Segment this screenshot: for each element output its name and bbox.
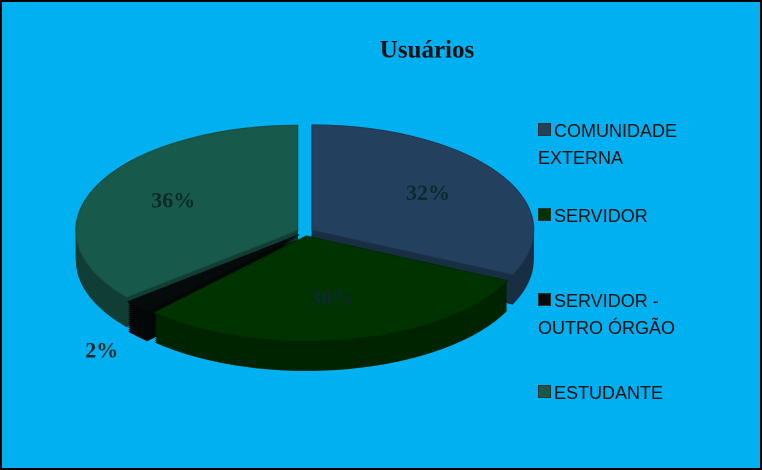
legend-label: COMUNIDADE EXTERNA xyxy=(538,121,678,168)
slice xyxy=(126,234,300,312)
chart-title: Usuários xyxy=(380,37,475,64)
legend-swatch xyxy=(538,385,551,398)
legend-swatch xyxy=(538,293,551,306)
legend-swatch xyxy=(538,123,551,136)
data-label: 36% xyxy=(151,188,195,213)
slice xyxy=(311,124,535,276)
data-label: 32% xyxy=(406,180,450,205)
legend-item: ESTUDANTE xyxy=(538,380,708,407)
data-label: 2% xyxy=(85,337,118,362)
slice xyxy=(153,235,509,342)
legend-swatch xyxy=(538,208,551,221)
slice xyxy=(75,124,299,298)
legend-label: SERVIDOR xyxy=(554,206,648,226)
legend-item: SERVIDOR - OUTRO ÓRGÃO xyxy=(538,288,708,342)
legend-item: COMUNIDADE EXTERNA xyxy=(538,118,708,172)
pie: 32% 30% 2% 36% xyxy=(75,124,535,371)
legend-label: SERVIDOR - OUTRO ÓRGÃO xyxy=(538,291,676,338)
legend-item: SERVIDOR xyxy=(538,203,708,230)
data-label: 30% xyxy=(310,285,354,310)
legend-label: ESTUDANTE xyxy=(554,383,664,403)
